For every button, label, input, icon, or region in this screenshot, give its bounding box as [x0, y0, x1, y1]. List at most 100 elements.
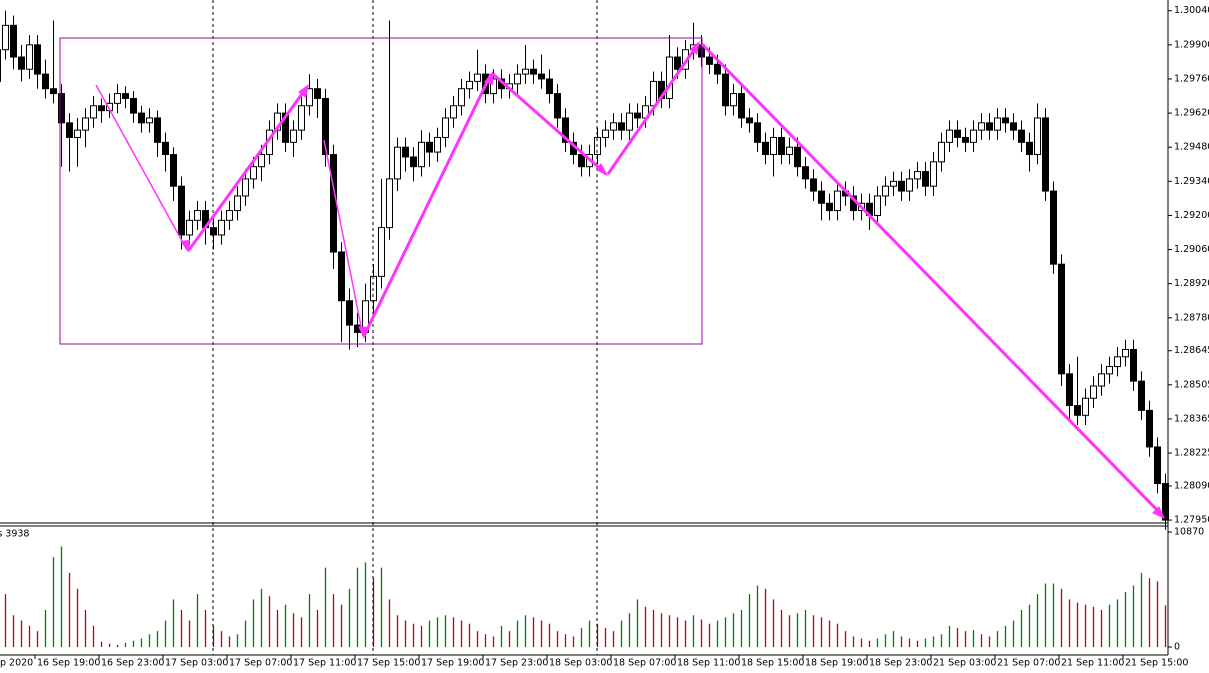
volume-tick-label: 0 — [1174, 642, 1180, 653]
arrowhead — [690, 41, 700, 55]
candle-body — [250, 166, 257, 180]
candle-body — [554, 93, 561, 119]
candle-body — [1106, 366, 1113, 375]
candle-body — [450, 105, 457, 119]
candle-body — [90, 105, 97, 119]
x-tick-label: 21 Sep 07:00 — [997, 658, 1060, 669]
candle-body — [1034, 117, 1041, 156]
candle-body — [50, 88, 57, 95]
candle-body — [602, 129, 609, 138]
y-tick-label: 1.29620 — [1174, 108, 1209, 119]
candle-body — [1114, 356, 1121, 368]
candle-body — [66, 122, 73, 138]
candle-body — [58, 93, 65, 124]
y-tick-label: 1.29200 — [1174, 210, 1209, 221]
volume-tick-label: 10870 — [1174, 527, 1204, 538]
x-tick-label: 18 Sep 23:00 — [869, 658, 932, 669]
candle-body — [474, 73, 481, 82]
candle-body — [458, 88, 465, 107]
candle-body — [562, 117, 569, 143]
candle-body — [914, 171, 921, 180]
candle-body — [42, 73, 49, 90]
candle-body — [410, 156, 417, 168]
candle-body — [1130, 348, 1137, 382]
candle-body — [722, 73, 729, 107]
candle-body — [810, 178, 817, 192]
y-tick-label: 1.29760 — [1174, 73, 1209, 84]
candle-body — [986, 122, 993, 131]
candle-body — [1002, 117, 1009, 124]
candle-body — [258, 154, 265, 168]
y-tick-label: 1.27950 — [1174, 515, 1209, 526]
candle-body — [578, 154, 585, 168]
candle-body — [906, 178, 913, 192]
candle-body — [162, 141, 169, 156]
candle-body — [314, 88, 321, 99]
x-tick-label: 16 Sep 2020 — [0, 658, 33, 669]
x-tick-label: 17 Sep 19:00 — [421, 658, 484, 669]
arrowhead — [180, 240, 190, 253]
arrowhead — [298, 84, 309, 98]
y-tick-label: 1.29900 — [1174, 39, 1209, 50]
candle-body — [0, 49, 1, 82]
candle-body — [218, 219, 225, 236]
y-tick-label: 1.28090 — [1174, 480, 1209, 491]
candle-body — [938, 141, 945, 163]
candle-body — [546, 78, 553, 95]
x-tick-label: 18 Sep 07:00 — [613, 658, 676, 669]
candle-body — [378, 227, 385, 277]
candle-body — [778, 136, 785, 156]
candle-body — [98, 105, 105, 112]
candle-body — [714, 63, 721, 75]
candle-body — [10, 24, 17, 58]
candle-body — [330, 154, 337, 253]
candle-body — [874, 195, 881, 216]
candle-body — [1042, 117, 1049, 192]
zigzag-line — [700, 42, 1164, 517]
candle-body — [954, 129, 961, 138]
candle-body — [666, 56, 673, 99]
candle-body — [306, 88, 313, 107]
candle-body — [1018, 129, 1025, 143]
candle-body — [426, 141, 433, 153]
y-tick-label: 1.28365 — [1174, 413, 1209, 424]
candle-body — [1138, 380, 1145, 411]
candle-body — [18, 56, 25, 70]
candle-body — [634, 112, 641, 119]
candle-body — [794, 146, 801, 168]
candle-body — [466, 80, 473, 90]
candle-body — [754, 122, 761, 143]
x-tick-label: 21 Sep 15:00 — [1125, 658, 1188, 669]
y-tick-label: 1.29480 — [1174, 142, 1209, 153]
candle-body — [522, 68, 529, 75]
zigzag-line — [95, 84, 188, 251]
x-tick-label: 17 Sep 07:00 — [229, 658, 292, 669]
candle-body — [26, 44, 33, 70]
arrowheads — [180, 41, 1165, 519]
x-tick-label: 21 Sep 11:00 — [1061, 658, 1124, 669]
candle-body — [130, 97, 137, 114]
candle-body — [834, 190, 841, 212]
candle-body — [1026, 141, 1033, 156]
candle-body — [674, 56, 681, 70]
candle-body — [970, 129, 977, 143]
candle-body — [770, 136, 777, 156]
range-box — [59, 37, 703, 345]
candle-body — [738, 93, 745, 119]
candle-body — [170, 154, 177, 187]
candle-body — [930, 161, 937, 187]
arrowhead — [1152, 506, 1165, 519]
x-tick-label: 18 Sep 11:00 — [677, 658, 740, 669]
zigzag-line — [606, 43, 700, 175]
candle-body — [34, 44, 41, 75]
candle-body — [186, 219, 193, 236]
x-tick-label: 18 Sep 03:00 — [549, 658, 612, 669]
candle-body — [1146, 409, 1153, 448]
candle-body — [1050, 190, 1057, 265]
candle-body — [730, 93, 737, 107]
x-tick-label: 17 Sep 15:00 — [357, 658, 420, 669]
candle-body — [394, 146, 401, 180]
candle-body — [2, 24, 9, 51]
candle-body — [706, 56, 713, 65]
